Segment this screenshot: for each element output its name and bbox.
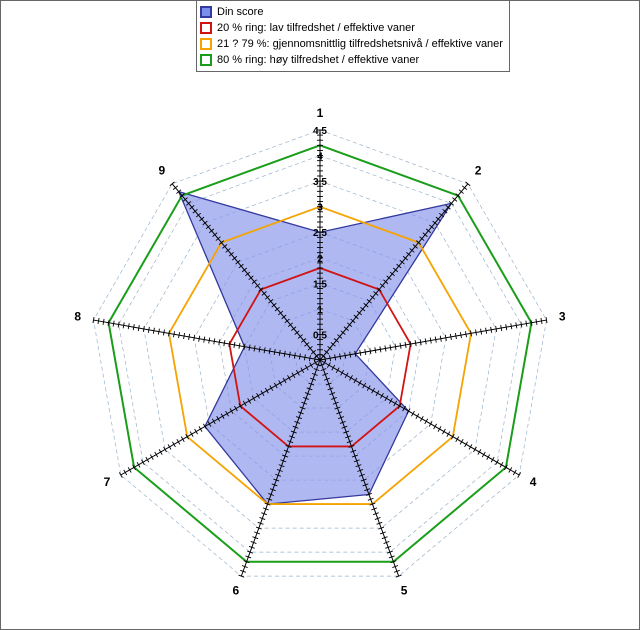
svg-text:3.5: 3.5 <box>313 177 327 188</box>
svg-text:1: 1 <box>317 305 323 316</box>
svg-text:2: 2 <box>475 164 482 178</box>
svg-text:1: 1 <box>317 106 324 120</box>
legend-swatch <box>200 22 212 34</box>
svg-text:1.5: 1.5 <box>313 279 327 290</box>
legend-item: 80 % ring: høy tilfredshet / effektive v… <box>200 52 503 68</box>
radar-chart: 0.5 1 1.5 2 2.5 3 3.5 4 4.5 1 2 3 4 5 6 7 8 9 <box>1 1 639 629</box>
legend-label: 21 ? 79 %: gjennomsnittlig tilfredshetsn… <box>217 36 503 52</box>
svg-text:5: 5 <box>401 583 408 597</box>
svg-text:4.5: 4.5 <box>313 126 327 137</box>
svg-text:3: 3 <box>317 203 323 214</box>
legend-item: Din score <box>200 4 503 20</box>
svg-text:3: 3 <box>559 309 566 323</box>
legend: Din score20 % ring: lav tilfredshet / ef… <box>196 1 510 72</box>
svg-text:2.5: 2.5 <box>313 228 327 239</box>
legend-swatch <box>200 54 212 66</box>
svg-text:4: 4 <box>530 475 537 489</box>
svg-text:7: 7 <box>104 475 111 489</box>
legend-item: 21 ? 79 %: gjennomsnittlig tilfredshetsn… <box>200 36 503 52</box>
svg-text:8: 8 <box>74 309 81 323</box>
svg-text:2: 2 <box>317 254 323 265</box>
legend-swatch <box>200 38 212 50</box>
chart-frame: 0.511.522.533.544.5 123456789 Din score2… <box>0 0 640 630</box>
legend-label: Din score <box>217 4 263 20</box>
legend-item: 20 % ring: lav tilfredshet / effektive v… <box>200 20 503 36</box>
legend-label: 20 % ring: lav tilfredshet / effektive v… <box>217 20 415 36</box>
svg-text:9: 9 <box>159 164 166 178</box>
svg-text:4: 4 <box>317 152 323 163</box>
legend-swatch <box>200 6 212 18</box>
legend-label: 80 % ring: høy tilfredshet / effektive v… <box>217 52 419 68</box>
svg-text:0.5: 0.5 <box>313 330 327 341</box>
svg-text:6: 6 <box>233 583 240 597</box>
